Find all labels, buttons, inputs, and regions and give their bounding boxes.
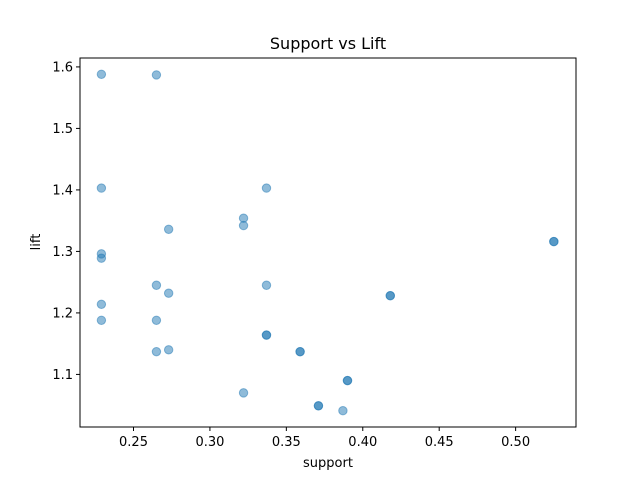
data-point xyxy=(261,183,272,193)
y-tick-label: 1.1 xyxy=(52,368,73,383)
y-tick-label: 1.3 xyxy=(52,245,73,260)
x-tick-label: 0.50 xyxy=(501,435,530,450)
x-tick-label: 0.30 xyxy=(195,435,224,450)
y-tick-label: 1.6 xyxy=(52,60,73,75)
y-tick-label: 1.4 xyxy=(52,183,73,198)
data-point xyxy=(163,224,174,234)
x-tick-label: 0.40 xyxy=(348,435,377,450)
x-axis-title: support xyxy=(303,456,353,471)
data-point xyxy=(338,406,348,416)
x-tick-label: 0.25 xyxy=(119,435,148,450)
data-point xyxy=(238,220,249,231)
data-point xyxy=(342,375,353,386)
y-tick-label: 1.2 xyxy=(52,306,73,321)
x-tick-label: 0.35 xyxy=(272,435,301,450)
chart-title: Support vs Lift xyxy=(270,34,386,53)
data-point xyxy=(261,330,272,340)
data-point xyxy=(261,280,272,290)
data-point xyxy=(151,315,162,325)
data-point xyxy=(96,253,107,263)
data-point xyxy=(238,388,249,398)
data-point xyxy=(96,315,107,325)
y-axis-title: lift xyxy=(29,234,44,251)
plot-frame xyxy=(79,57,577,428)
data-point xyxy=(163,345,174,355)
x-axis: 0.25 0.30 0.35 0.40 0.45 0.50 xyxy=(119,427,530,450)
x-tick-label: 0.45 xyxy=(425,435,454,450)
data-point xyxy=(313,401,324,411)
data-point xyxy=(151,280,162,290)
data-point xyxy=(96,183,107,193)
data-point xyxy=(385,290,395,301)
data-point xyxy=(151,70,162,80)
data-point xyxy=(163,288,174,298)
points-layer xyxy=(96,69,559,416)
y-tick-label: 1.5 xyxy=(52,122,73,137)
data-point xyxy=(96,69,107,79)
y-axis: 1.1 1.2 1.3 1.4 1.5 1.6 xyxy=(52,60,80,383)
data-point xyxy=(549,236,559,247)
data-point xyxy=(151,346,162,357)
data-point xyxy=(96,299,107,310)
data-point xyxy=(295,346,305,357)
